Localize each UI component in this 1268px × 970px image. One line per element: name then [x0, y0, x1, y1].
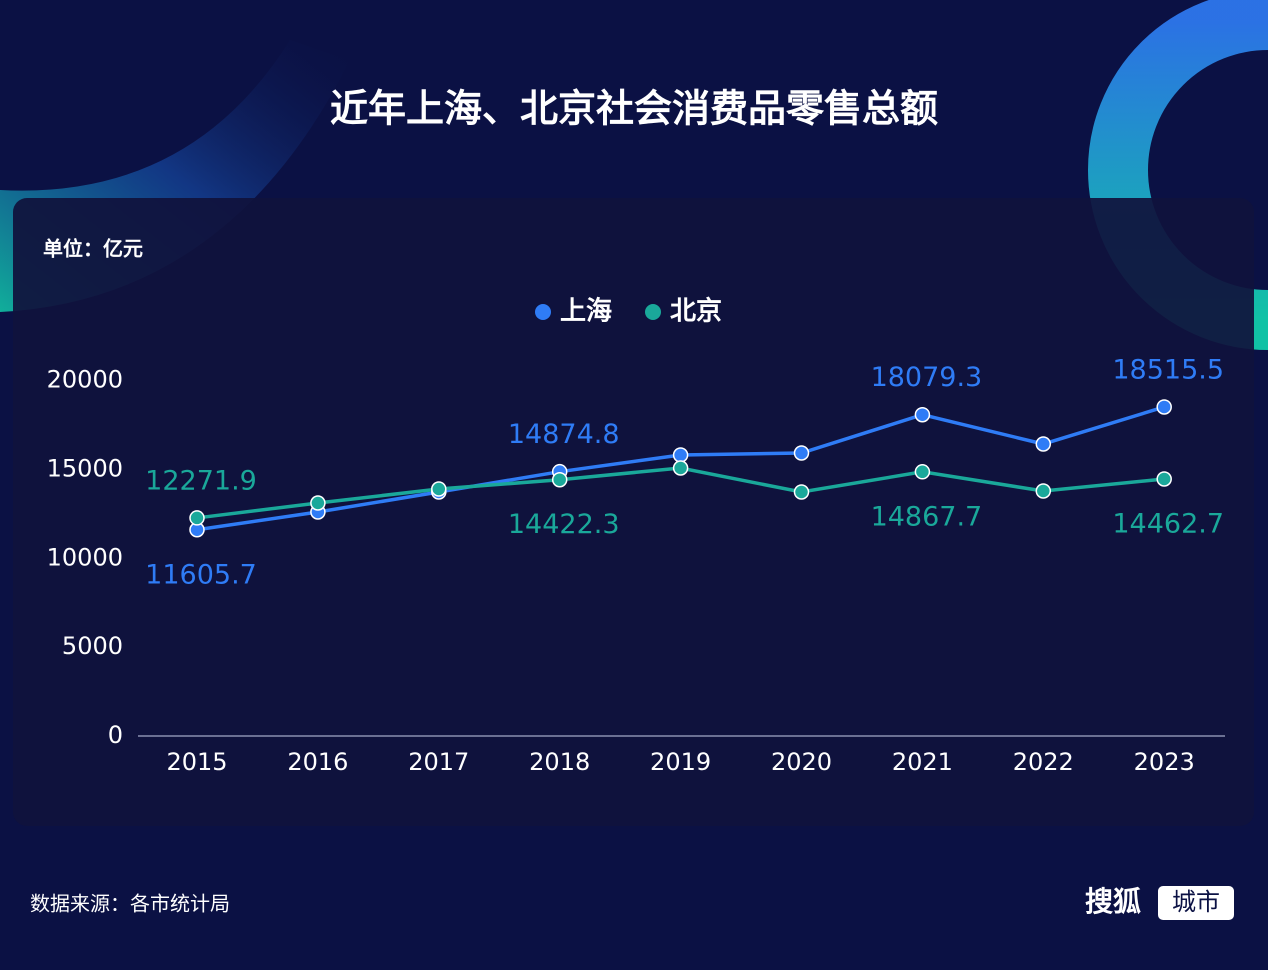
- y-tick-label: 15000: [47, 454, 123, 482]
- data-label: 11605.7: [145, 559, 257, 590]
- x-tick-label: 2019: [650, 748, 711, 776]
- y-tick-label: 5000: [62, 632, 123, 660]
- brand-tag: 城市: [1172, 888, 1220, 916]
- legend-label: 北京: [670, 296, 722, 327]
- point: [1156, 471, 1172, 487]
- point: [793, 484, 810, 500]
- point: [914, 406, 931, 423]
- point: [672, 460, 689, 476]
- x-tick-label: 2023: [1134, 748, 1195, 776]
- legend-marker: [645, 304, 661, 320]
- y-tick-label: 10000: [47, 543, 123, 571]
- data-label: 14867.7: [871, 501, 983, 532]
- data-label: 12271.9: [145, 465, 257, 496]
- x-tick-label: 2021: [892, 748, 953, 776]
- data-label: 14422.3: [508, 509, 620, 540]
- brand-tag-box: [1158, 886, 1234, 920]
- y-tick-label: 20000: [47, 366, 123, 394]
- x-tick-label: 2017: [408, 748, 469, 776]
- legend-marker: [535, 304, 551, 320]
- x-tick-label: 2015: [166, 748, 227, 776]
- data-label: 14462.7: [1112, 508, 1224, 539]
- x-tick-label: 2016: [287, 748, 348, 776]
- point: [1035, 436, 1052, 452]
- y-tick-label: 0: [108, 721, 123, 749]
- chart-title: 近年上海、北京社会消费品零售总额: [330, 87, 938, 131]
- panel: [13, 198, 1254, 826]
- data-label: 14874.8: [508, 419, 620, 450]
- unit-label: 单位：亿元: [43, 237, 143, 261]
- point: [310, 495, 326, 511]
- x-tick-label: 2022: [1013, 748, 1074, 776]
- x-tick-label: 2018: [529, 748, 590, 776]
- point: [551, 471, 568, 488]
- decor-ring: [1088, 0, 1268, 350]
- data-label: 18079.3: [871, 362, 983, 393]
- point: [431, 481, 447, 497]
- point: [1035, 483, 1052, 499]
- point: [1156, 399, 1172, 415]
- brand: 搜狐: [1085, 885, 1141, 918]
- point: [914, 464, 931, 480]
- point: [672, 447, 689, 463]
- data-label: 18515.5: [1112, 354, 1224, 385]
- legend-label: 上海: [560, 297, 612, 327]
- point: [793, 445, 810, 461]
- point: [189, 510, 205, 526]
- source: 数据来源：各市统计局: [30, 892, 230, 916]
- x-tick-label: 2020: [771, 748, 832, 776]
